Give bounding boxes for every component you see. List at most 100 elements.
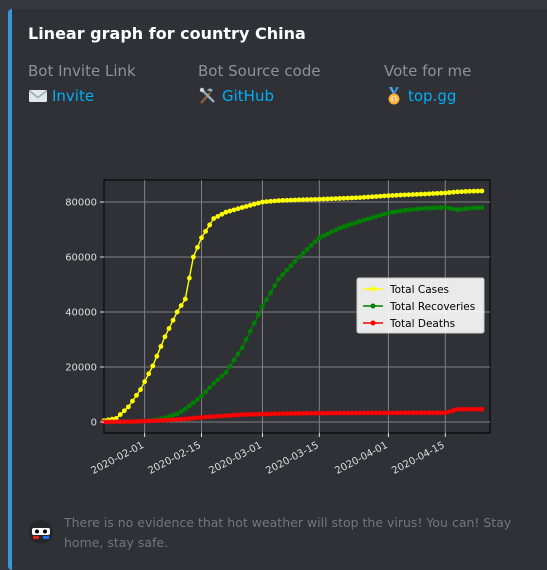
data-point (430, 191, 436, 196)
field-vote: Vote for me 1 top.gg (384, 61, 471, 106)
data-point (125, 404, 131, 410)
chart-image[interactable]: 0 20000 40000 60000 80000 2020-02-01 2020-02-1… (36, 169, 516, 491)
data-point (235, 412, 241, 418)
data-point (170, 317, 176, 323)
data-point (353, 220, 359, 226)
data-point (231, 207, 237, 213)
data-point (268, 198, 273, 204)
data-point (251, 411, 257, 417)
data-point (199, 415, 204, 420)
data-point (138, 387, 143, 392)
data-point (284, 267, 290, 273)
data-point (296, 410, 302, 416)
data-point (243, 337, 249, 342)
data-point (341, 195, 347, 201)
data-point (130, 398, 135, 404)
data-point (365, 216, 371, 222)
data-point (341, 224, 347, 230)
data-point (402, 207, 408, 213)
data-point (430, 205, 436, 211)
data-point (195, 397, 200, 402)
data-point (121, 419, 127, 425)
data-point (308, 197, 314, 202)
data-point (142, 379, 148, 385)
data-point (422, 191, 428, 197)
data-point (207, 222, 213, 228)
data-point (142, 418, 148, 424)
chart-legend (356, 277, 485, 334)
data-point (406, 192, 412, 198)
data-point (203, 414, 208, 420)
data-point (321, 196, 326, 202)
embed: Linear graph for country China Bot Invit… (8, 9, 547, 570)
data-point (251, 320, 257, 326)
data-point (304, 410, 310, 416)
envelope-icon (28, 87, 48, 105)
data-point (296, 254, 302, 260)
data-point (479, 188, 485, 194)
data-point (211, 381, 217, 386)
data-point (357, 195, 363, 200)
data-point (219, 373, 225, 379)
data-point (308, 410, 314, 416)
data-point (117, 412, 123, 417)
topgg-link[interactable]: top.gg (408, 87, 457, 105)
data-point (227, 363, 233, 369)
data-point (321, 233, 326, 239)
data-point (312, 239, 318, 244)
data-point (243, 204, 249, 209)
data-point (146, 418, 152, 424)
data-point (398, 192, 404, 198)
invite-link[interactable]: Invite (52, 87, 95, 105)
data-point (410, 192, 416, 197)
data-point (353, 410, 359, 416)
data-point (260, 199, 265, 205)
data-point (117, 419, 123, 425)
data-point (195, 244, 200, 250)
data-point (182, 296, 188, 302)
data-point (373, 410, 379, 416)
field-invite: Bot Invite Link Invite (28, 61, 136, 106)
github-link[interactable]: GitHub (222, 87, 274, 105)
field-name: Vote for me (384, 62, 472, 80)
data-point (438, 205, 444, 211)
data-point (386, 193, 391, 199)
data-point (239, 345, 245, 351)
data-point (138, 418, 143, 424)
data-point (325, 231, 330, 237)
data-point (398, 208, 404, 214)
data-point (247, 328, 253, 334)
data-point (426, 191, 432, 197)
data-point (349, 221, 355, 227)
data-point (146, 371, 152, 377)
data-point (475, 188, 481, 194)
data-point (186, 275, 192, 281)
data-point (227, 413, 233, 418)
data-point (125, 419, 131, 425)
data-point (182, 416, 188, 422)
data-point (333, 410, 338, 416)
data-point (235, 351, 241, 357)
data-point (190, 400, 196, 406)
data-point (203, 228, 208, 234)
data-point (390, 410, 395, 416)
data-point (438, 190, 444, 196)
data-point (166, 414, 172, 419)
data-point (402, 410, 408, 416)
data-point (239, 205, 245, 210)
data-point (223, 209, 229, 215)
data-point (467, 406, 473, 412)
legend-label: Total Cases (389, 284, 449, 296)
data-point (312, 196, 318, 202)
data-point (345, 410, 351, 416)
data-point (390, 193, 395, 198)
data-point (199, 393, 204, 399)
data-point (268, 411, 273, 417)
field-value: 1 top.gg (384, 86, 471, 106)
data-point (463, 406, 469, 412)
x-tick-label: 2020-02-01 (90, 440, 146, 477)
data-point (386, 410, 391, 416)
x-tick-label: 2020-03-15 (264, 440, 320, 477)
data-point (463, 189, 469, 194)
data-point (158, 344, 164, 349)
